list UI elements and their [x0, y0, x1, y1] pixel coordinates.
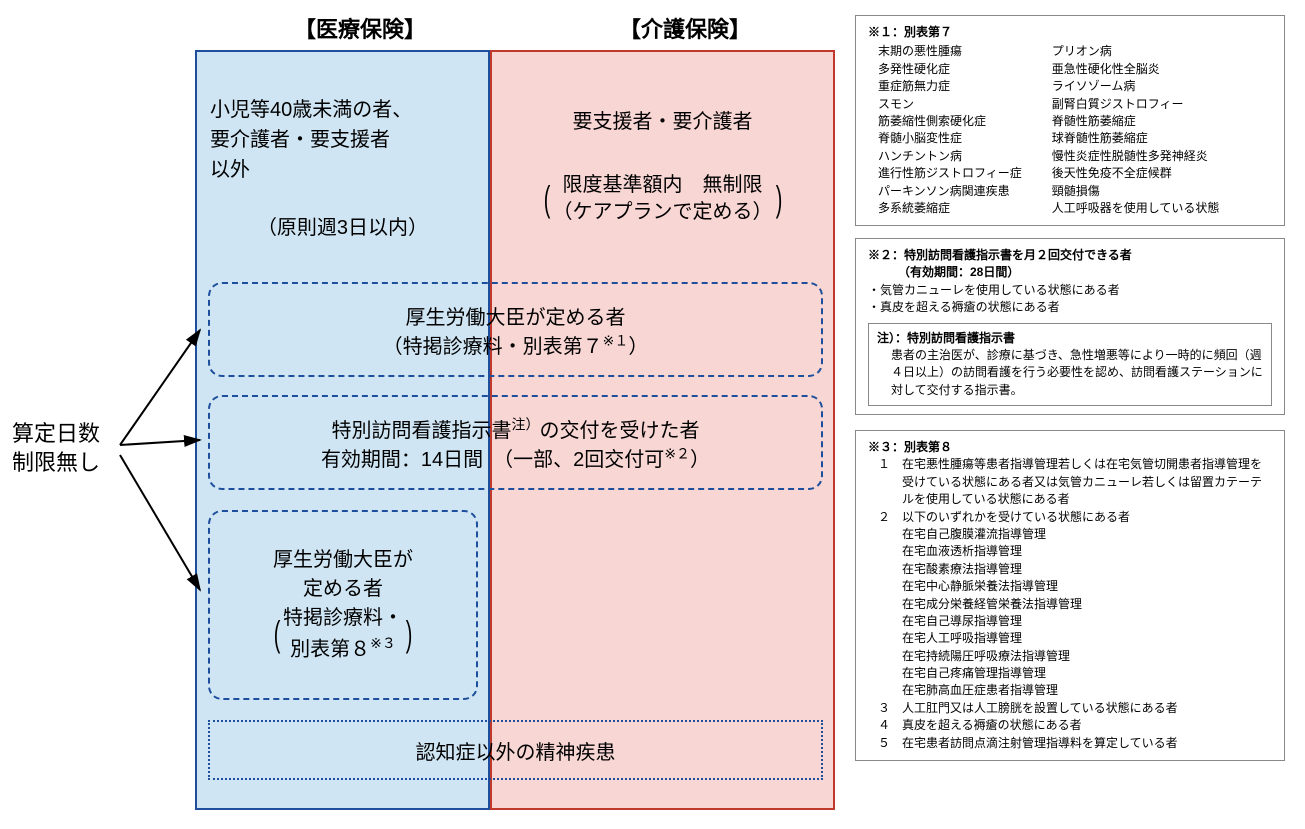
- dashed2-line2a: 有効期間：14日間 （一部、2回交付可: [321, 449, 664, 471]
- note1-item: プリオン病: [1052, 43, 1220, 60]
- note1-item: 脊髄小脳変性症: [878, 130, 1022, 147]
- note1-item: スモン: [878, 96, 1022, 113]
- heading-care: 【介護保険】: [555, 12, 815, 44]
- dotted-bottom-text: 認知症以外の精神疾患: [416, 736, 616, 765]
- care-sub1: 限度基準額内 無制限: [563, 174, 763, 196]
- note3-item: ５ 在宅患者訪問点滴注射管理指導料を算定している者: [878, 735, 1272, 752]
- note1-item: 後天性免疫不全症候群: [1052, 165, 1220, 182]
- side-label: 算定日数 制限無し: [12, 420, 100, 477]
- dashed1-line2a: （特掲診療料・別表第７: [383, 336, 603, 358]
- note1-item: パーキンソン病関連疾患: [878, 183, 1022, 200]
- care-sub2: （ケアプランで定める）: [553, 201, 773, 223]
- note1-item: 進行性筋ジストロフィー症: [878, 165, 1022, 182]
- note1-item: 慢性炎症性脱髄性多発神経炎: [1052, 148, 1220, 165]
- dashed3-line1: 厚生労働大臣が: [273, 546, 413, 575]
- note1-title: ※１：別表第７: [868, 24, 1272, 41]
- note2-inner: 注）：特別訪問看護指示書 患者の主治医が、診療に基づき、急性増悪等により一時的に…: [868, 323, 1272, 407]
- dashed2-line2c: ）: [690, 449, 710, 471]
- note3-item: 在宅持続陽圧呼吸療法指導管理: [878, 648, 1272, 665]
- note1-item: 多系統萎縮症: [878, 200, 1022, 217]
- note1-col2: プリオン病亜急性硬化性全脳炎ライソゾーム病副腎白質ジストロフィー脊髄性筋萎縮症球…: [1052, 43, 1220, 217]
- dashed1-sup: ※１: [603, 332, 629, 348]
- note1-item: 亜急性硬化性全脳炎: [1052, 61, 1220, 78]
- note3-title: ※３：別表第８: [868, 439, 1272, 456]
- note-box-2: ※２：特別訪問看護指示書を月２回交付できる者 （有効期間：28日間） ・気管カニ…: [855, 238, 1285, 415]
- note2-bullet: ・気管カニューレを使用している状態にある者: [868, 282, 1272, 299]
- note1-item: 末期の悪性腫瘍: [878, 43, 1022, 60]
- dashed3-line3a: 特掲診療料・: [283, 607, 403, 629]
- note3-item: 在宅人工呼吸指導管理: [878, 630, 1272, 647]
- side-label-2: 制限無し: [12, 449, 100, 478]
- care-text: 要支援者・要介護者 ( 限度基準額内 無制限 （ケアプランで定める） ): [500, 105, 825, 226]
- note3-item: 在宅中心静脈栄養法指導管理: [878, 578, 1272, 595]
- dotted-bottom: 認知症以外の精神疾患: [208, 720, 823, 780]
- note3-item: 在宅自己腹膜灌流指導管理: [878, 526, 1272, 543]
- dashed-box-3: 厚生労働大臣が 定める者 ( 特掲診療料・ 別表第８※３ ): [208, 510, 478, 700]
- note2-bullets: ・気管カニューレを使用している状態にある者・真皮を超える褥瘡の状態にある者: [868, 282, 1272, 317]
- medical-line1: 小児等40歳未満の者、: [210, 95, 475, 125]
- dashed2-line1c: の交付を受けた者: [540, 420, 700, 442]
- note1-item: ハンチントン病: [878, 148, 1022, 165]
- dashed-box-2: 特別訪問看護指示書注）の交付を受けた者 有効期間：14日間 （一部、2回交付可※…: [208, 395, 823, 490]
- note1-item: 球脊髄性筋萎縮症: [1052, 130, 1220, 147]
- note3-items: １ 在宅悪性腫瘍等患者指導管理若しくは在宅気管切開患者指導管理を受けている状態に…: [868, 456, 1272, 752]
- dashed1-line2c: ）: [628, 336, 648, 358]
- dashed2-line1: 特別訪問看護指示書注）の交付を受けた者: [332, 414, 700, 443]
- note3-item: ４ 真皮を超える褥瘡の状態にある者: [878, 717, 1272, 734]
- note2-title: ※２：特別訪問看護指示書を月２回交付できる者: [868, 247, 1272, 264]
- dashed2-sup1: 注）: [512, 416, 540, 432]
- dashed3-line2: 定める者: [303, 575, 383, 604]
- note1-item: 重症筋無力症: [878, 78, 1022, 95]
- note3-item: ２ 以下のいずれかを受けている状態にある者: [878, 509, 1272, 526]
- note3-item: 在宅血液透析指導管理: [878, 543, 1272, 560]
- note3-item: 在宅肺高血圧症患者指導管理: [878, 682, 1272, 699]
- dashed1-line1: 厚生労働大臣が定める者: [406, 301, 626, 330]
- note3-item: 在宅成分栄養経管栄養法指導管理: [878, 596, 1272, 613]
- note3-item: ３ 人工肛門又は人工膀胱を設置している状態にある者: [878, 700, 1272, 717]
- care-title: 要支援者・要介護者: [500, 105, 825, 134]
- dashed2-sup2: ※２: [664, 445, 690, 461]
- note-box-3: ※３：別表第８ １ 在宅悪性腫瘍等患者指導管理若しくは在宅気管切開患者指導管理を…: [855, 430, 1285, 761]
- note3-item: 在宅酸素療法指導管理: [878, 561, 1272, 578]
- note1-item: 筋萎縮性側索硬化症: [878, 113, 1022, 130]
- note2-inner-title: 注）：特別訪問看護指示書: [877, 330, 1263, 347]
- note1-col1: 末期の悪性腫瘍多発性硬化症重症筋無力症スモン筋萎縮性側索硬化症脊髄小脳変性症ハン…: [868, 43, 1022, 217]
- dashed2-line2: 有効期間：14日間 （一部、2回交付可※２）: [321, 443, 710, 472]
- note2-title2: （有効期間：28日間）: [868, 264, 1272, 281]
- dashed-box-1: 厚生労働大臣が定める者 （特掲診療料・別表第７※１）: [208, 282, 823, 377]
- heading-medical: 【医療保険】: [230, 12, 490, 44]
- medical-line2: 要介護者・要支援者: [210, 125, 475, 155]
- note3-item: 在宅自己疼痛管理指導管理: [878, 665, 1272, 682]
- dashed3-line3b: 別表第８: [290, 638, 370, 660]
- medical-line3: 以外: [210, 155, 475, 185]
- note1-item: 副腎白質ジストロフィー: [1052, 96, 1220, 113]
- note1-item: 頸髄損傷: [1052, 183, 1220, 200]
- note1-item: ライソゾーム病: [1052, 78, 1220, 95]
- dashed2-line1a: 特別訪問看護指示書: [332, 420, 512, 442]
- note3-item: １ 在宅悪性腫瘍等患者指導管理若しくは在宅気管切開患者指導管理を受けている状態に…: [878, 456, 1272, 508]
- note1-item: 多発性硬化症: [878, 61, 1022, 78]
- side-label-1: 算定日数: [12, 420, 100, 449]
- medical-sub: （原則週3日以内）: [210, 213, 475, 243]
- note1-item: 脊髄性筋萎縮症: [1052, 113, 1220, 130]
- note3-item: 在宅自己導尿指導管理: [878, 613, 1272, 630]
- note2-inner-body: 患者の主治医が、診療に基づき、急性増悪等により一時的に頻回（週４日以上）の訪問看…: [877, 347, 1263, 399]
- dashed1-line2: （特掲診療料・別表第７※１）: [383, 330, 649, 359]
- note1-item: 人工呼吸器を使用している状態: [1052, 200, 1220, 217]
- note-box-1: ※１：別表第７ 末期の悪性腫瘍多発性硬化症重症筋無力症スモン筋萎縮性側索硬化症脊…: [855, 15, 1285, 226]
- dashed3-sup: ※３: [370, 635, 396, 651]
- medical-text: 小児等40歳未満の者、 要介護者・要支援者 以外 （原則週3日以内）: [210, 95, 475, 243]
- note2-bullet: ・真皮を超える褥瘡の状態にある者: [868, 299, 1272, 316]
